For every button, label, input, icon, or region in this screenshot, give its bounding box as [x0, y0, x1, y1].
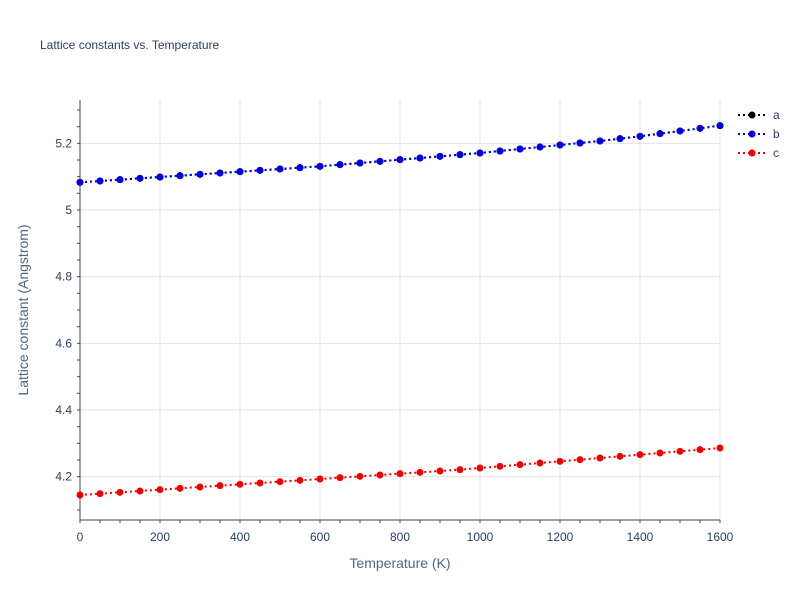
data-point-c[interactable]	[596, 454, 604, 462]
data-point-b[interactable]	[516, 145, 524, 153]
y-tick-label: 5.2	[55, 136, 72, 150]
legend-item-c[interactable]: c	[738, 146, 779, 160]
y-tick-label: 4.4	[55, 403, 72, 417]
data-point-c[interactable]	[376, 471, 384, 479]
data-point-c[interactable]	[696, 446, 704, 454]
data-point-b[interactable]	[296, 164, 304, 172]
data-point-b[interactable]	[136, 174, 144, 182]
x-tick-label: 800	[390, 530, 410, 544]
data-point-c[interactable]	[276, 478, 284, 486]
data-point-c[interactable]	[356, 472, 364, 480]
data-point-c[interactable]	[556, 457, 564, 465]
data-point-c[interactable]	[476, 464, 484, 472]
y-tick-label: 5	[65, 203, 72, 217]
data-point-c[interactable]	[156, 486, 164, 494]
legend-label: c	[773, 146, 779, 160]
x-tick-label: 1000	[467, 530, 494, 544]
data-point-b[interactable]	[496, 147, 504, 155]
x-tick-label: 400	[230, 530, 250, 544]
x-tick-label: 0	[77, 530, 84, 544]
legend-item-a[interactable]: a	[738, 108, 780, 122]
data-point-c[interactable]	[196, 483, 204, 491]
data-point-b[interactable]	[556, 141, 564, 149]
data-point-b[interactable]	[576, 139, 584, 147]
data-point-c[interactable]	[116, 488, 124, 496]
data-point-b[interactable]	[336, 161, 344, 169]
data-point-b[interactable]	[376, 157, 384, 165]
series-layer	[76, 122, 724, 499]
y-tick-label: 4.6	[55, 336, 72, 350]
y-tick-label: 4.8	[55, 270, 72, 284]
chart-title: Lattice constants vs. Temperature	[40, 38, 220, 52]
data-point-b[interactable]	[656, 130, 664, 138]
series-c	[76, 444, 724, 499]
x-tick-label: 200	[150, 530, 170, 544]
data-point-b[interactable]	[676, 127, 684, 135]
data-point-c[interactable]	[676, 447, 684, 455]
data-point-c[interactable]	[456, 466, 464, 474]
x-tick-label: 1400	[627, 530, 654, 544]
data-point-b[interactable]	[116, 176, 124, 184]
data-point-c[interactable]	[216, 482, 224, 490]
data-point-b[interactable]	[76, 178, 84, 186]
y-axis-title: Lattice constant (Angstrom)	[15, 224, 31, 395]
data-point-b[interactable]	[256, 166, 264, 174]
data-point-c[interactable]	[396, 470, 404, 478]
data-point-c[interactable]	[336, 474, 344, 482]
legend[interactable]: abc	[738, 108, 780, 160]
axes: 0 200 400 600 800 1000 1200 1400 1600 4.2 4.4 4.6 4.…	[55, 100, 734, 544]
data-point-b[interactable]	[696, 124, 704, 132]
data-point-b[interactable]	[416, 154, 424, 162]
data-point-c[interactable]	[496, 462, 504, 470]
series-b	[76, 122, 724, 186]
data-point-c[interactable]	[536, 459, 544, 467]
data-point-c[interactable]	[516, 461, 524, 469]
legend-label: b	[773, 127, 780, 141]
data-point-b[interactable]	[636, 132, 644, 140]
x-tick-label: 1600	[707, 530, 734, 544]
legend-marker	[748, 149, 756, 157]
data-point-b[interactable]	[356, 159, 364, 167]
data-point-c[interactable]	[136, 487, 144, 495]
data-point-b[interactable]	[476, 149, 484, 157]
legend-marker	[748, 111, 756, 119]
data-point-b[interactable]	[216, 169, 224, 177]
x-tick-label: 1200	[547, 530, 574, 544]
data-point-b[interactable]	[596, 137, 604, 145]
x-tick-label: 600	[310, 530, 330, 544]
data-point-c[interactable]	[296, 476, 304, 484]
legend-marker	[748, 130, 756, 138]
data-point-c[interactable]	[236, 480, 244, 488]
data-point-c[interactable]	[656, 449, 664, 457]
data-point-b[interactable]	[396, 156, 404, 164]
data-point-c[interactable]	[576, 456, 584, 464]
data-point-b[interactable]	[616, 135, 624, 143]
data-point-b[interactable]	[456, 151, 464, 159]
data-point-c[interactable]	[316, 475, 324, 483]
y-tick-label: 4.2	[55, 470, 72, 484]
data-point-c[interactable]	[636, 451, 644, 459]
data-point-b[interactable]	[536, 143, 544, 151]
data-point-c[interactable]	[436, 467, 444, 475]
data-point-b[interactable]	[316, 162, 324, 170]
data-point-c[interactable]	[176, 484, 184, 492]
data-point-b[interactable]	[276, 165, 284, 173]
data-point-b[interactable]	[176, 172, 184, 180]
data-point-b[interactable]	[196, 170, 204, 178]
legend-item-b[interactable]: b	[738, 127, 780, 141]
x-axis-title: Temperature (K)	[349, 555, 450, 571]
data-point-c[interactable]	[716, 444, 724, 452]
data-point-c[interactable]	[416, 468, 424, 476]
data-point-c[interactable]	[96, 490, 104, 498]
data-point-b[interactable]	[236, 168, 244, 176]
data-point-c[interactable]	[256, 479, 264, 487]
data-point-b[interactable]	[156, 173, 164, 181]
data-point-c[interactable]	[76, 491, 84, 499]
data-point-b[interactable]	[716, 122, 724, 130]
legend-label: a	[773, 108, 780, 122]
data-point-b[interactable]	[96, 177, 104, 185]
data-point-b[interactable]	[436, 152, 444, 160]
data-point-c[interactable]	[616, 452, 624, 460]
